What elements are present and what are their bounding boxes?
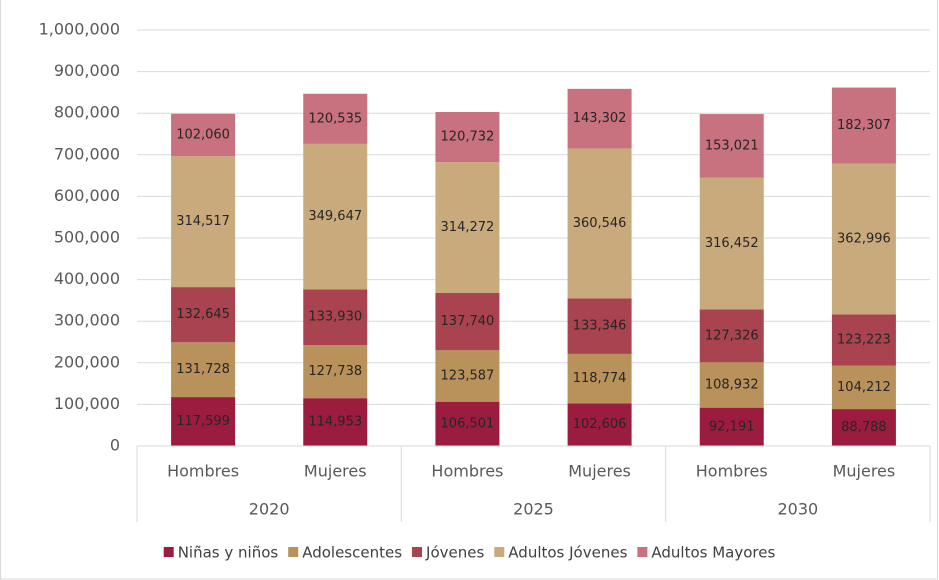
bar-segment [567,353,632,404]
x-tick-label: Hombres [696,462,768,481]
y-tick-label: 100,000 [54,394,120,413]
y-tick-label: 200,000 [54,352,120,371]
data-label: 127,738 [308,364,362,379]
bar-segment [171,113,236,157]
data-label: 127,326 [705,328,759,343]
legend-label: Niñas y niños [178,544,279,562]
bar-segment [699,309,764,363]
bar-segment [435,162,500,293]
data-label: 88,788 [841,420,887,435]
data-label: 104,212 [837,380,891,395]
data-label: 314,517 [176,214,230,229]
x-tick-label: Mujeres [833,462,896,481]
data-label: 360,546 [573,216,627,231]
y-tick-label: 300,000 [54,311,120,330]
x-tick-label: Mujeres [568,462,631,481]
data-label: 133,930 [308,310,362,325]
data-label: 362,996 [837,231,891,246]
bar-segment [699,114,764,178]
data-label: 123,587 [441,368,495,383]
y-tick-label: 500,000 [54,228,120,247]
bar-segment [567,298,632,354]
data-label: 153,021 [705,138,759,153]
bar-segment [831,365,896,410]
legend-label: Adultos Mayores [651,544,775,562]
group-label: 2030 [777,500,818,519]
data-label: 108,932 [705,377,759,392]
data-label: 132,645 [176,307,230,322]
legend-label: Adolescentes [302,544,402,562]
data-label: 114,953 [308,415,362,430]
data-label: 143,302 [573,111,627,126]
bar-segment [831,87,896,164]
bar-segment [435,350,500,402]
legend-swatch [494,547,505,557]
bar-segment [171,287,236,343]
bar-segment [699,407,764,446]
bar-segment [699,362,764,408]
data-label: 120,732 [441,130,495,145]
bar-segment [435,292,500,351]
bar-segment [171,342,236,398]
bar-segment [171,397,236,446]
legend-swatch [288,547,299,557]
bar-segment [303,289,368,346]
x-tick-label: Hombres [431,462,503,481]
bar-segment [303,93,368,144]
data-label: 118,774 [573,371,627,386]
data-label: 314,272 [441,220,495,235]
bar-segment [699,177,764,310]
x-tick-label: Hombres [167,462,239,481]
data-label: 316,452 [705,236,759,251]
data-label: 102,606 [573,417,627,432]
bar-segment [567,403,632,446]
y-tick-label: 1,000,000 [39,20,120,39]
bar-segment [831,163,896,315]
group-label: 2020 [249,500,290,519]
bar-segment [831,409,896,446]
data-label: 133,346 [573,319,627,334]
legend-label: Adultos Jóvenes [508,544,627,562]
y-tick-label: 700,000 [54,144,120,163]
bar-segment [831,314,896,366]
bar-segment [303,143,368,290]
legend-swatch [637,547,648,557]
y-tick-label: 0 [110,436,120,455]
bar-segment [303,345,368,399]
legend-label: Jóvenes [425,544,484,562]
data-label: 120,535 [308,111,362,126]
legend-swatch [163,547,174,557]
bar-segment [567,88,632,149]
legend-swatch [412,547,423,557]
y-tick-label: 800,000 [54,103,120,122]
bar-segment [435,401,500,446]
data-label: 131,728 [176,362,230,377]
bar-segment [303,398,368,446]
data-label: 182,307 [837,118,891,133]
y-tick-label: 900,000 [54,61,120,80]
bar-segment [171,156,236,288]
data-label: 123,223 [837,333,891,348]
data-label: 102,060 [176,128,230,143]
y-tick-label: 400,000 [54,269,120,288]
bar-segment [435,112,500,163]
group-label: 2025 [513,500,554,519]
data-label: 137,740 [441,314,495,329]
data-label: 92,191 [709,419,755,434]
y-tick-label: 600,000 [54,186,120,205]
data-label: 117,599 [176,414,230,429]
data-label: 349,647 [308,209,362,224]
data-label: 106,501 [441,416,495,431]
bar-segment [567,148,632,299]
x-tick-label: Mujeres [304,462,367,481]
